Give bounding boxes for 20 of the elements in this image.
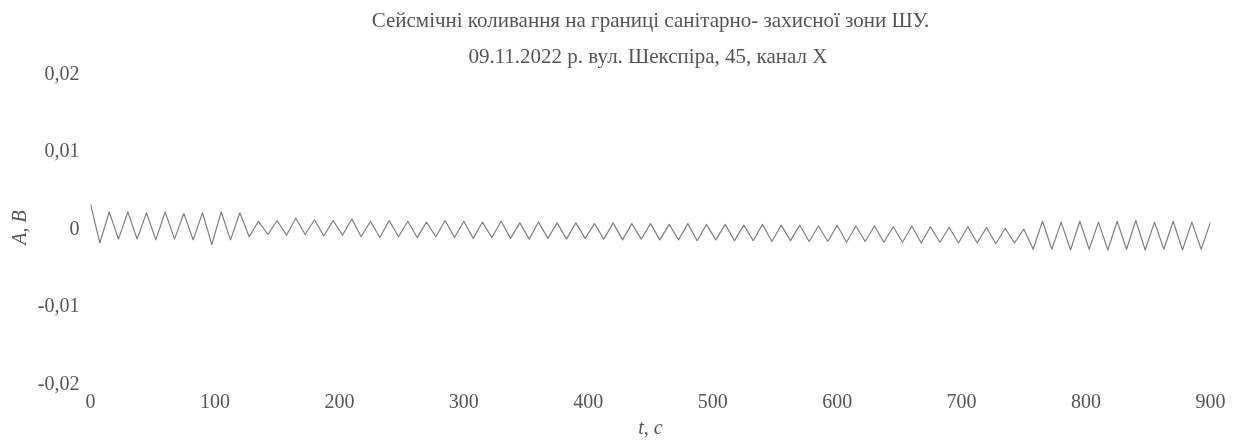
line-series [90, 203, 1211, 251]
y-tick-label: 0,01 [44, 139, 80, 161]
y-tick-label: 0 [69, 216, 80, 239]
y-tick-label: 0,02 [44, 61, 80, 84]
y-tick-label: -0,01 [37, 294, 80, 316]
x-tick-label: 700 [946, 389, 977, 412]
y-axis-title: A, В [7, 210, 30, 247]
x-tick-label: 0 [85, 389, 96, 412]
x-axis-title: t, c [638, 415, 663, 438]
x-tick-label: 300 [448, 389, 479, 412]
x-tick-label: 200 [324, 389, 355, 412]
x-tick-label: 100 [199, 389, 230, 412]
chart-title: Сейсмічні коливання на границі санітарно- захисної зони ШУ. [371, 7, 930, 32]
x-tick-label: 400 [573, 389, 604, 412]
y-tick-label: -0,02 [37, 371, 80, 394]
x-tick-label: 600 [822, 389, 853, 412]
chart-subtitle: 09.11.2022 р. вул. Шекспіра, 45, канал X [468, 43, 828, 68]
x-tick-label: 500 [697, 389, 728, 412]
x-tick-label: 800 [1071, 389, 1102, 412]
x-tick-label: 900 [1195, 389, 1226, 412]
